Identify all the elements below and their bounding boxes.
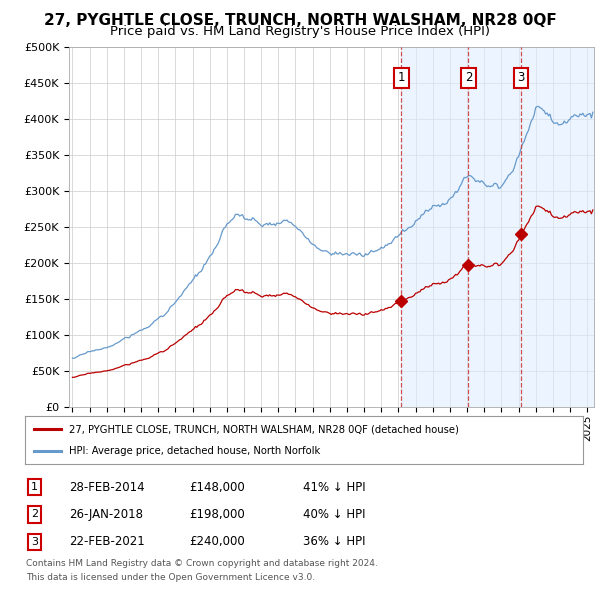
Text: 1: 1 [397,71,405,84]
Text: HPI: Average price, detached house, North Norfolk: HPI: Average price, detached house, Nort… [69,446,320,456]
Text: 3: 3 [31,537,38,546]
Text: 27, PYGHTLE CLOSE, TRUNCH, NORTH WALSHAM, NR28 0QF (detached house): 27, PYGHTLE CLOSE, TRUNCH, NORTH WALSHAM… [69,424,458,434]
Text: 27, PYGHTLE CLOSE, TRUNCH, NORTH WALSHAM, NR28 0QF: 27, PYGHTLE CLOSE, TRUNCH, NORTH WALSHAM… [44,13,556,28]
Text: 2: 2 [464,71,472,84]
Text: 1: 1 [31,483,38,492]
Text: 28-FEB-2014: 28-FEB-2014 [69,481,145,494]
Text: £148,000: £148,000 [189,481,245,494]
Text: Contains HM Land Registry data © Crown copyright and database right 2024.: Contains HM Land Registry data © Crown c… [26,559,378,568]
Text: 2: 2 [31,510,38,519]
Bar [401,47,594,407]
Text: This data is licensed under the Open Government Licence v3.0.: This data is licensed under the Open Gov… [26,573,316,582]
Text: Price paid vs. HM Land Registry's House Price Index (HPI): Price paid vs. HM Land Registry's House … [110,25,490,38]
Text: 40% ↓ HPI: 40% ↓ HPI [303,508,365,521]
Text: £240,000: £240,000 [189,535,245,548]
Text: 22-FEB-2021: 22-FEB-2021 [69,535,145,548]
Text: 36% ↓ HPI: 36% ↓ HPI [303,535,365,548]
Text: 41% ↓ HPI: 41% ↓ HPI [303,481,365,494]
Text: 26-JAN-2018: 26-JAN-2018 [69,508,143,521]
Text: £198,000: £198,000 [189,508,245,521]
Text: 3: 3 [517,71,524,84]
